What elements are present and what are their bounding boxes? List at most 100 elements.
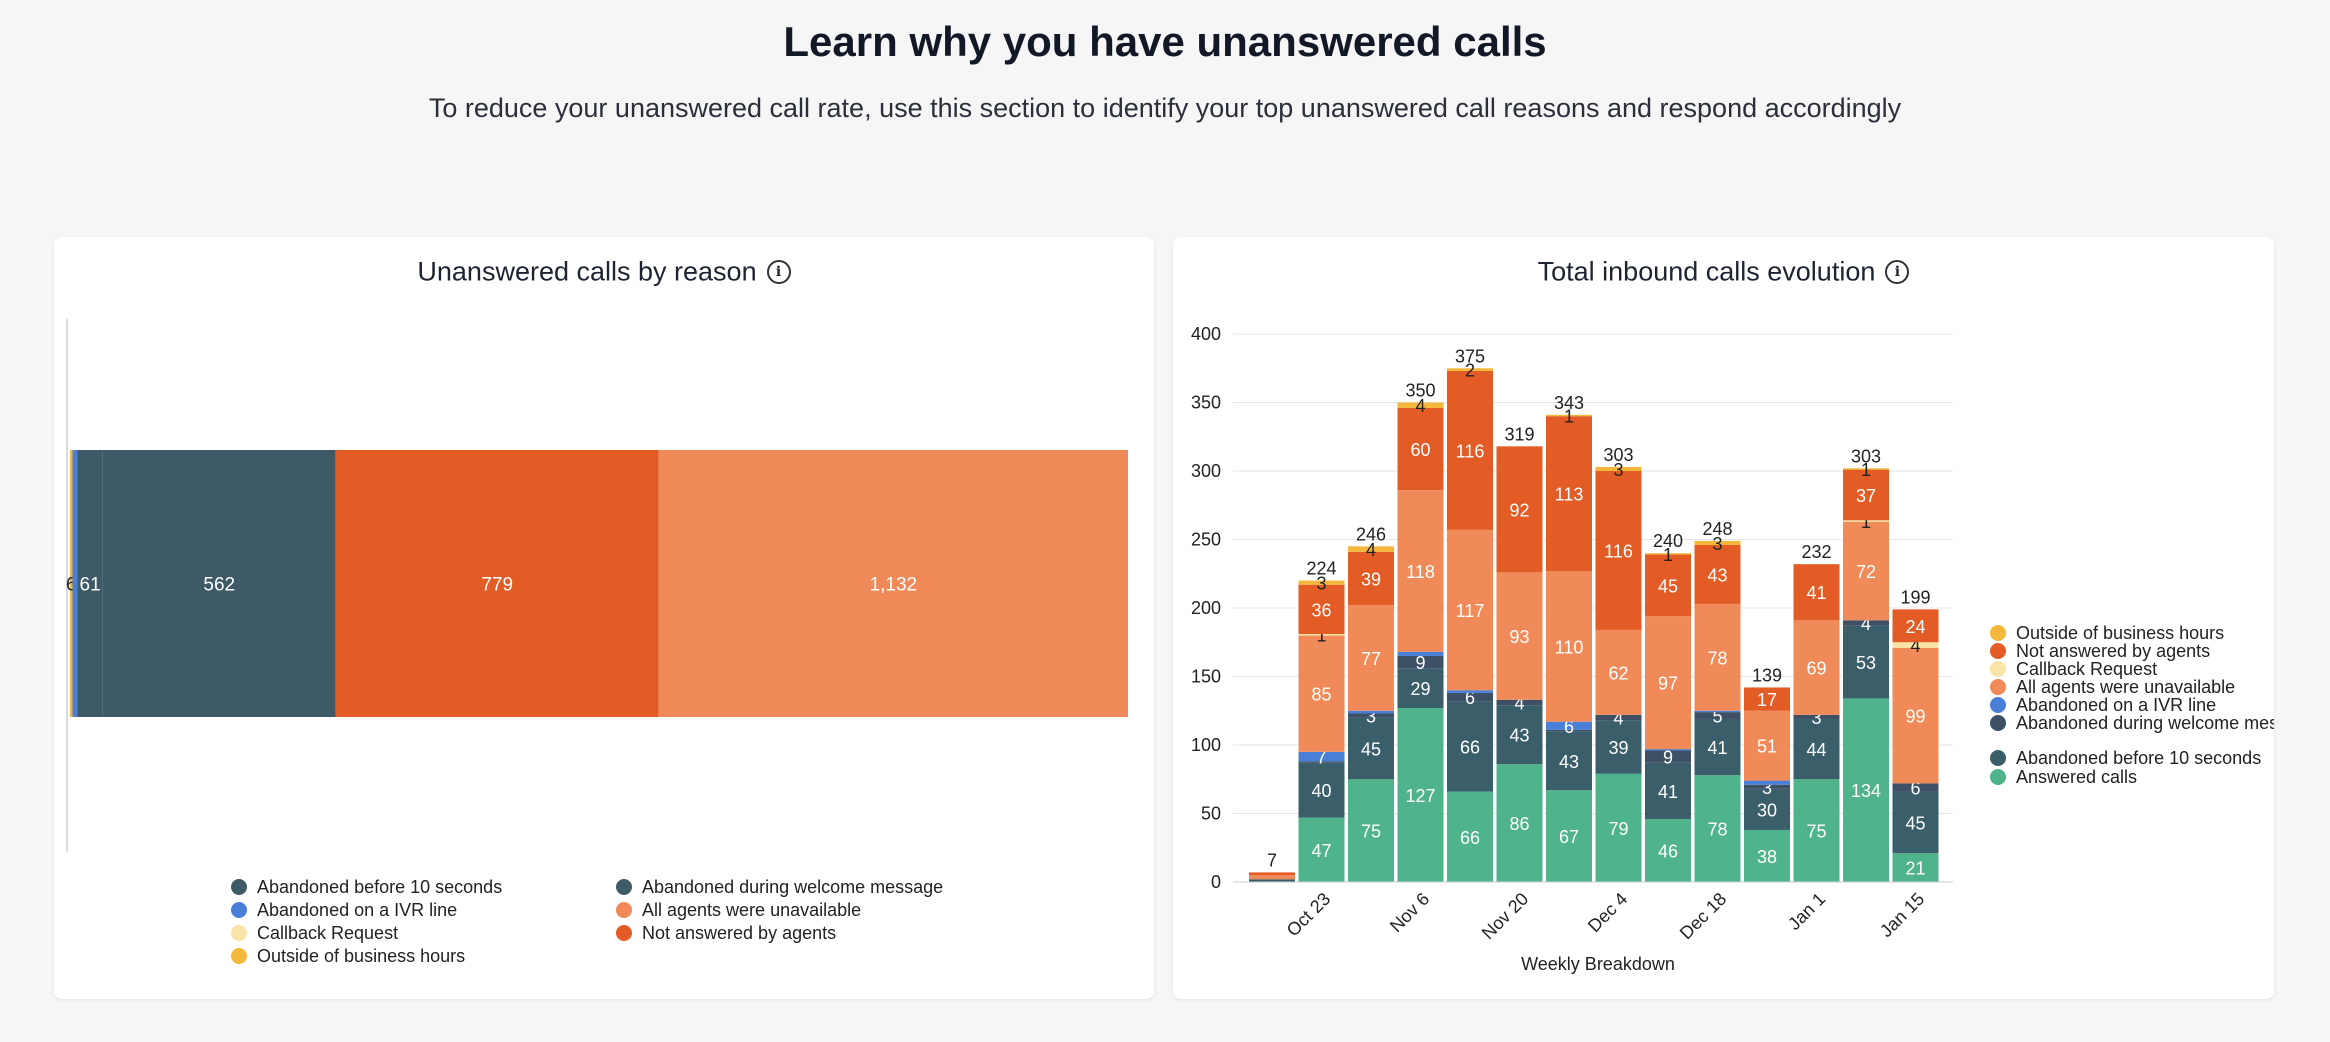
bar-segment[interactable] <box>1595 629 1642 715</box>
bar-segment[interactable] <box>70 450 73 717</box>
bar-segment[interactable] <box>1595 773 1642 882</box>
bar-segment[interactable] <box>1397 490 1444 652</box>
bar-segment[interactable] <box>1744 788 1790 830</box>
bar-segment[interactable] <box>1645 554 1691 617</box>
bar-segment[interactable] <box>658 450 1128 717</box>
bar-segment[interactable] <box>1249 875 1295 880</box>
bar-segment[interactable] <box>72 450 78 717</box>
legend-label[interactable]: Not answered by agents <box>642 923 836 943</box>
bar-segment[interactable] <box>1843 698 1889 882</box>
bar-segment[interactable] <box>102 450 336 717</box>
bar-segment[interactable] <box>1892 853 1939 882</box>
bar-segment[interactable] <box>1595 471 1642 630</box>
bar-segment[interactable] <box>1843 625 1889 699</box>
info-icon[interactable]: i <box>766 259 791 284</box>
bar-segment[interactable] <box>1744 784 1790 789</box>
bar-segment[interactable] <box>1397 655 1444 669</box>
bar-segment[interactable] <box>1595 720 1642 774</box>
legend-label[interactable]: All agents were unavailable <box>2016 677 2235 697</box>
bar-segment[interactable] <box>1496 446 1543 573</box>
bar-segment[interactable] <box>1298 584 1345 635</box>
bar-segment[interactable] <box>1298 761 1345 763</box>
bar-segment[interactable] <box>1447 701 1493 792</box>
legend-label[interactable]: Answered calls <box>2016 767 2137 787</box>
legend-label[interactable]: Outside of business hours <box>2016 623 2224 643</box>
bar-segment[interactable] <box>1348 710 1394 714</box>
bar-segment[interactable] <box>1546 721 1592 730</box>
bar-segment[interactable] <box>1645 553 1691 555</box>
bar-segment[interactable] <box>1348 779 1394 882</box>
bar-segment[interactable] <box>1744 710 1790 781</box>
bar-segment[interactable] <box>1694 544 1741 604</box>
bar-segment[interactable] <box>1793 714 1840 719</box>
bar-segment[interactable] <box>1447 690 1493 693</box>
bar-segment[interactable] <box>1447 529 1493 691</box>
bar-segment[interactable] <box>1496 572 1543 700</box>
bar-segment[interactable] <box>1744 780 1790 785</box>
bar-segment[interactable] <box>1645 750 1691 763</box>
bar-segment[interactable] <box>1348 717 1394 780</box>
bar-segment[interactable] <box>1546 790 1592 882</box>
bar-segment[interactable] <box>1348 605 1394 711</box>
legend-label[interactable]: Abandoned before 10 seconds <box>257 877 502 897</box>
legend-label[interactable]: Callback Request <box>257 923 398 943</box>
legend-label[interactable]: Outside of business hours <box>257 946 465 966</box>
bar-segment[interactable] <box>1546 731 1592 791</box>
bar-segment[interactable] <box>1892 647 1939 784</box>
bar-segment[interactable] <box>335 450 659 717</box>
bar-segment[interactable] <box>1298 751 1345 762</box>
bar-segment[interactable] <box>1298 634 1345 636</box>
bar-segment[interactable] <box>1397 708 1444 882</box>
bar-segment[interactable] <box>1793 564 1840 621</box>
bar-segment[interactable] <box>1546 729 1592 732</box>
bar-segment[interactable] <box>1793 779 1840 882</box>
bar-segment[interactable] <box>1447 791 1493 882</box>
bar-segment[interactable] <box>1744 687 1790 711</box>
bar-segment[interactable] <box>77 450 103 717</box>
bar-segment[interactable] <box>1447 370 1493 530</box>
bar-segment[interactable] <box>1546 571 1592 722</box>
bar-segment[interactable] <box>1694 603 1741 711</box>
bar-segment[interactable] <box>1843 520 1889 522</box>
bar-segment[interactable] <box>1694 718 1741 776</box>
info-icon[interactable]: i <box>1885 259 1910 284</box>
bar-segment[interactable] <box>1744 829 1790 882</box>
bar-segment[interactable] <box>1793 620 1840 715</box>
bar-segment[interactable] <box>1546 414 1592 417</box>
bar-segment[interactable] <box>1496 764 1543 882</box>
bar-segment[interactable] <box>1892 783 1939 792</box>
bar-segment[interactable] <box>1447 692 1493 702</box>
bar-segment[interactable] <box>1595 466 1642 471</box>
bar-segment[interactable] <box>1298 817 1345 882</box>
bar-segment[interactable] <box>1397 402 1444 408</box>
bar-segment[interactable] <box>1348 546 1394 552</box>
bar-segment[interactable] <box>1793 718 1840 780</box>
bar-segment[interactable] <box>1892 791 1939 854</box>
legend-label[interactable]: Callback Request <box>2016 659 2157 679</box>
bar-segment[interactable] <box>1397 668 1444 709</box>
bar-segment[interactable] <box>1843 469 1889 521</box>
bar-segment[interactable] <box>1645 616 1691 750</box>
bar-segment[interactable] <box>1843 620 1889 626</box>
bar-segment[interactable] <box>1645 749 1691 751</box>
bar-segment[interactable] <box>1496 705 1543 765</box>
bar-segment[interactable] <box>1694 710 1741 713</box>
bar-segment[interactable] <box>1348 713 1394 718</box>
legend-label[interactable]: Abandoned on a IVR line <box>2016 695 2216 715</box>
legend-label[interactable]: Abandoned during welcome message <box>642 877 943 897</box>
bar-segment[interactable] <box>1496 699 1543 706</box>
bar-segment[interactable] <box>1348 551 1394 606</box>
bar-segment[interactable] <box>1298 635 1345 752</box>
bar-segment[interactable] <box>1694 540 1741 545</box>
legend-label[interactable]: Abandoned during welcome message <box>2016 713 2274 733</box>
bar-segment[interactable] <box>1892 609 1939 643</box>
bar-segment[interactable] <box>1447 368 1493 371</box>
bar-segment[interactable] <box>1397 407 1444 491</box>
bar-segment[interactable] <box>1892 642 1939 648</box>
bar-segment[interactable] <box>1595 714 1642 721</box>
bar-segment[interactable] <box>1694 775 1741 882</box>
bar-segment[interactable] <box>1843 521 1889 621</box>
bar-segment[interactable] <box>1249 872 1295 876</box>
bar-segment[interactable] <box>1645 818 1691 882</box>
bar-segment[interactable] <box>1249 879 1295 882</box>
